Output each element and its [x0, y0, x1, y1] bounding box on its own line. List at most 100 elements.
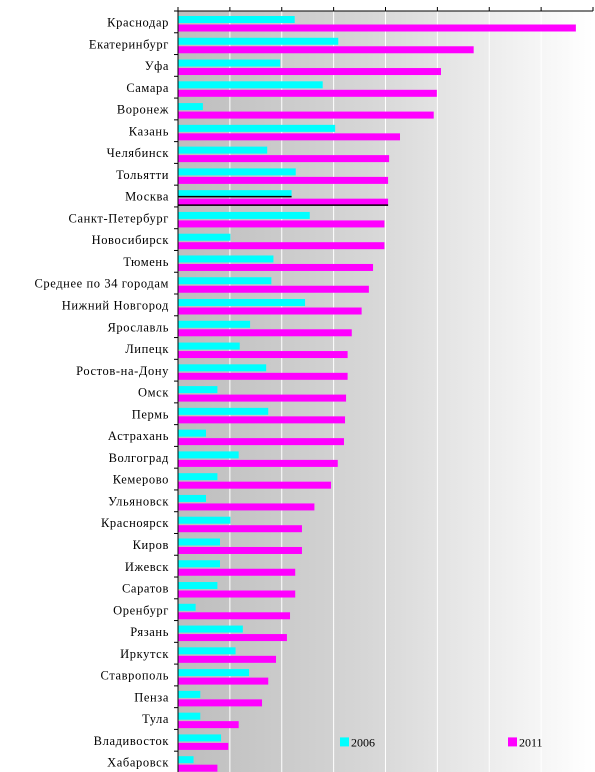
bar-2006	[178, 582, 218, 590]
category-label: Саратов	[122, 582, 169, 596]
bar-2011	[178, 568, 296, 576]
category-label: Липецк	[125, 342, 169, 356]
bar-2011	[178, 590, 296, 598]
bar-2011	[178, 394, 347, 402]
bar-2011	[178, 416, 346, 424]
category-label: Нижний Новгород	[62, 299, 169, 313]
bar-2006	[178, 37, 339, 45]
bar-2006	[178, 603, 196, 611]
bar-2006	[178, 734, 222, 742]
bar-2011	[178, 24, 576, 32]
bar-2011	[178, 198, 389, 206]
bar-2006	[178, 59, 281, 67]
category-label: Хабаровск	[107, 756, 169, 770]
category-label: Киров	[133, 538, 169, 552]
legend-label: 2011	[519, 735, 543, 749]
bar-2006	[178, 429, 206, 437]
bar-2011	[178, 764, 218, 772]
bar-2006	[178, 233, 231, 241]
legend: 2006 2011	[340, 735, 543, 749]
category-label: Казань	[129, 124, 169, 138]
bar-2011	[178, 699, 263, 707]
category-label: Екатеринбург	[89, 37, 169, 51]
bar-2006	[178, 211, 310, 219]
bar-2006	[178, 146, 268, 154]
category-label: Воронеж	[117, 103, 169, 117]
category-label: Уфа	[145, 59, 169, 73]
bar-2006	[178, 277, 272, 285]
category-label: Тюмень	[123, 255, 169, 269]
bar-2006	[178, 473, 218, 481]
bar-2006	[178, 103, 203, 111]
bar-2006	[178, 81, 323, 89]
bar-2006	[178, 124, 336, 132]
bar-2006	[178, 299, 306, 307]
bar-2006	[178, 16, 295, 23]
category-label: Самара	[126, 81, 169, 95]
bar-2011	[178, 459, 338, 467]
bar-2006	[178, 364, 267, 372]
category-label: Рязань	[130, 625, 169, 639]
category-label: Астрахань	[108, 429, 169, 443]
bar-2006	[178, 560, 220, 568]
bar-2011	[178, 438, 344, 446]
category-label: Новосибирск	[92, 233, 170, 247]
bar-2006	[178, 451, 239, 459]
category-label: Ярославль	[107, 320, 169, 334]
bars	[178, 16, 576, 772]
bar-2006	[178, 386, 218, 394]
category-label: Пермь	[132, 407, 169, 421]
category-label: Ижевск	[125, 560, 169, 574]
category-label: Кемерово	[113, 473, 169, 487]
bar-2011	[178, 351, 348, 359]
category-label: Среднее по 34 городам	[34, 277, 169, 291]
legend-label: 2006	[351, 735, 375, 749]
bar-2011	[178, 742, 229, 750]
category-label: Тольятти	[116, 168, 169, 182]
bar-2011	[178, 372, 348, 380]
category-label: Москва	[125, 190, 169, 204]
bar-2011	[178, 525, 302, 533]
legend-swatch-2011	[508, 737, 517, 747]
bar-2011	[178, 155, 390, 163]
category-labels: Краснодар Екатеринбург Уфа Самара Воронеж Каз…	[34, 16, 170, 770]
bar-2011	[178, 677, 269, 685]
category-label: Челябинск	[107, 146, 170, 160]
bar-2011	[178, 655, 277, 663]
bar-2011	[178, 634, 287, 642]
bar-2011	[178, 481, 332, 489]
category-label: Тула	[142, 712, 169, 726]
bar-2006	[178, 168, 296, 176]
bar-2006	[178, 516, 231, 524]
bar-2011	[178, 68, 441, 76]
category-label: Иркутск	[120, 647, 169, 661]
bar-2006	[178, 669, 250, 677]
bar-2011	[178, 176, 389, 184]
category-label: Пенза	[134, 690, 169, 704]
bar-2011	[178, 721, 239, 729]
category-label: Владивосток	[94, 734, 170, 748]
category-label: Краснодар	[107, 16, 169, 30]
bar-2006	[178, 320, 251, 328]
bar-2006	[178, 625, 243, 633]
bar-2006	[178, 647, 236, 655]
bar-2011	[178, 263, 374, 271]
bar-2011	[178, 46, 474, 54]
category-label: Ульяновск	[108, 494, 169, 508]
category-label: Ставрополь	[101, 669, 169, 683]
bar-2006	[178, 690, 201, 698]
bar-2011	[178, 546, 302, 554]
bar-2006	[178, 255, 274, 263]
category-label: Ростов-на-Дону	[76, 364, 169, 378]
bar-2006	[178, 190, 292, 198]
bar-2006	[178, 712, 201, 720]
bar-2006	[178, 407, 269, 415]
bar-2011	[178, 220, 385, 228]
bar-2006	[178, 342, 240, 350]
bar-2011	[178, 111, 434, 119]
bar-2011	[178, 329, 352, 337]
bar-2006	[178, 538, 220, 546]
bar-2011	[178, 89, 437, 97]
category-label: Омск	[138, 386, 169, 400]
